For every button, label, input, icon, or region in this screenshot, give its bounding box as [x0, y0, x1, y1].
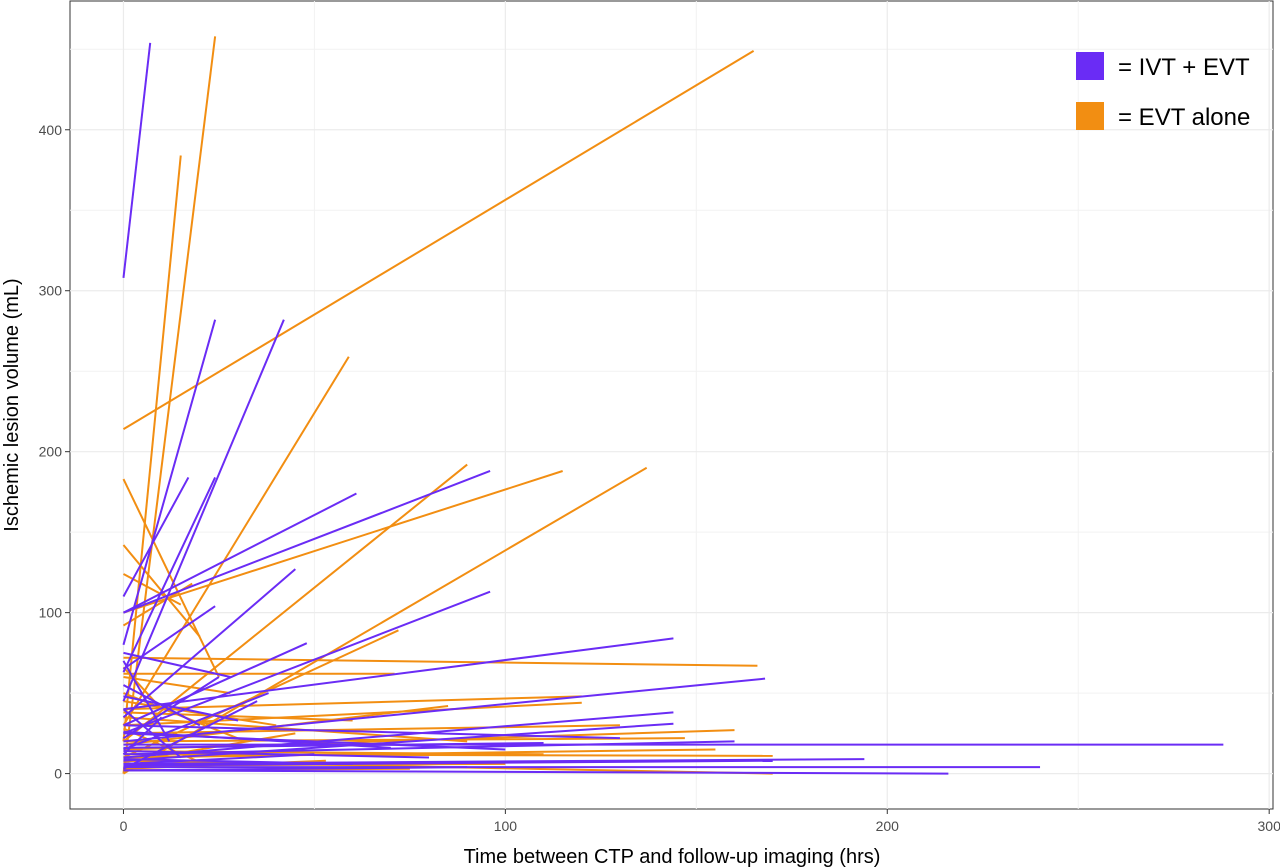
x-tick-label: 200: [876, 818, 900, 834]
patient-line-ivt-evt: [123, 677, 766, 743]
patient-line-ivt-evt: [122, 476, 190, 598]
grid-major: [70, 1, 1273, 809]
legend: = IVT + EVT = EVT alone: [1076, 52, 1250, 131]
patient-line-ivt-evt: [123, 758, 865, 765]
patient-line-evt-alone: [122, 36, 217, 774]
y-tick-label: 400: [39, 122, 63, 138]
series-layer: [122, 36, 1224, 775]
patient-line-ivt-evt: [122, 708, 182, 759]
x-tick-label: 300: [1258, 818, 1280, 834]
patient-line-ivt-evt: [123, 470, 491, 614]
patient-line-ivt-evt: [123, 766, 468, 772]
patient-line-ivt-evt: [122, 477, 217, 673]
y-tick-label: 0: [54, 766, 62, 782]
legend-swatch-evt-alone: [1076, 102, 1104, 130]
legend-swatch-ivt-evt: [1076, 52, 1104, 80]
patient-line-ivt-evt: [122, 319, 217, 646]
patient-line-evt-alone: [123, 724, 620, 735]
patient-line-ivt-evt: [123, 758, 353, 765]
legend-label-ivt-evt: = IVT + EVT: [1118, 54, 1250, 81]
patient-line-evt-alone: [123, 753, 773, 757]
x-axis: 0 100 200 300: [120, 809, 1280, 834]
y-tick-label: 300: [39, 283, 63, 299]
patient-line-ivt-evt: [123, 730, 391, 749]
y-axis: 0 100 200 300 400: [39, 122, 70, 782]
patient-line-ivt-evt: [123, 722, 674, 762]
x-tick-label: 0: [120, 818, 128, 834]
patient-line-ivt-evt: [122, 605, 216, 670]
patient-line-ivt-evt: [123, 753, 315, 765]
patient-line-ivt-evt: [123, 492, 357, 614]
patient-line-ivt-evt: [123, 642, 308, 727]
patient-line-evt-alone: [123, 701, 582, 727]
y-axis-title: Ischemic lesion volume (mL): [1, 278, 23, 531]
patient-line-evt-alone: [122, 155, 182, 742]
patient-line-ivt-evt: [123, 740, 735, 756]
patient-line-evt-alone: [122, 356, 350, 726]
y-tick-label: 100: [39, 605, 63, 621]
patient-line-ivt-evt: [123, 695, 239, 722]
patient-line-evt-alone: [123, 656, 758, 667]
patient-line-evt-alone: [123, 695, 582, 711]
legend-label-evt-alone: = EVT alone: [1118, 104, 1250, 131]
patient-line-evt-alone: [122, 478, 220, 678]
patient-line-evt-alone: [122, 463, 468, 743]
patient-line-ivt-evt: [123, 651, 231, 678]
patient-line-ivt-evt: [122, 568, 296, 719]
x-axis-title: Time between CTP and follow-up imaging (…: [464, 846, 881, 868]
patient-line-ivt-evt: [123, 742, 544, 749]
patient-line-evt-alone: [123, 737, 685, 743]
patient-line-ivt-evt: [123, 637, 674, 711]
patient-line-ivt-evt: [123, 711, 674, 759]
x-tick-label: 100: [494, 818, 518, 834]
patient-line-ivt-evt: [122, 319, 285, 702]
patient-line-ivt-evt: [123, 769, 949, 775]
patient-line-evt-alone: [123, 470, 563, 614]
patient-line-evt-alone: [122, 50, 755, 431]
y-tick-label: 200: [39, 444, 63, 460]
patient-line-evt-alone: [123, 676, 231, 695]
patient-line-ivt-evt: [122, 42, 152, 278]
patient-line-ivt-evt: [123, 759, 773, 767]
patient-line-ivt-evt: [122, 676, 220, 740]
patient-line-ivt-evt: [123, 692, 269, 751]
